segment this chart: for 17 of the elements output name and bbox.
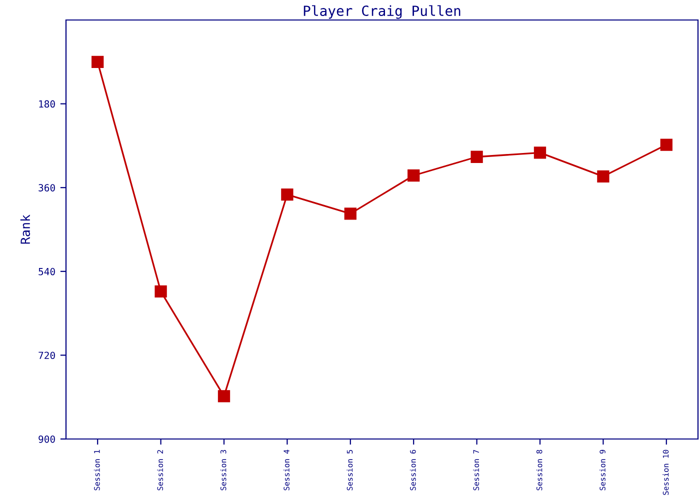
point (218, 390, 230, 402)
y-axis-title: Rank (20, 214, 30, 244)
y-tick-label: 180 (39, 100, 55, 108)
point (344, 208, 356, 220)
chart-title: Player Craig Pullen (304, 5, 460, 19)
point (470, 150, 483, 163)
point (92, 56, 104, 68)
point (154, 285, 167, 298)
point (281, 188, 294, 201)
point (534, 146, 546, 159)
y-tick-label: 900 (38, 436, 55, 443)
y-tick-label: 360 (38, 184, 55, 192)
y-tick-label: 720 (38, 352, 55, 360)
point (408, 169, 420, 182)
point (660, 138, 672, 151)
point (597, 170, 610, 182)
y-tick-label: 540 (38, 268, 55, 276)
